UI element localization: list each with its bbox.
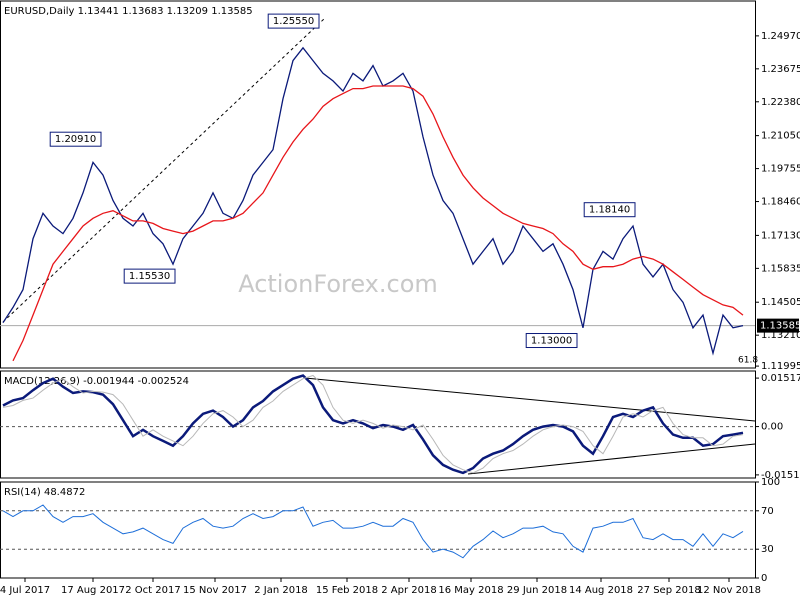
panel-frame — [0, 370, 756, 479]
annotation-label: 1.15530 — [129, 271, 170, 282]
x-tick-label: 27 Sep 2018 — [637, 585, 700, 596]
annotation-label: 1.20910 — [55, 134, 96, 145]
x-tick-label: 14 Aug 2018 — [569, 585, 633, 596]
macd-trend-line — [467, 443, 756, 475]
series-line — [2, 374, 744, 475]
series-line — [2, 504, 744, 559]
x-tick-label: 2 Apr 2018 — [381, 585, 436, 596]
x-tick-label: 2 Oct 2017 — [125, 585, 180, 596]
y-tick-label: 0 — [761, 573, 767, 584]
y-tick-label: 100 — [761, 477, 780, 488]
panel-title: EURUSD,Daily 1.13441 1.13683 1.13209 1.1… — [4, 6, 253, 17]
y-tick-label: 30 — [761, 544, 774, 555]
last-price-label: 1.13585 — [760, 321, 800, 332]
y-tick-label: 1.22380 — [761, 97, 800, 108]
annotation-label: 1.25550 — [273, 16, 314, 27]
series-line — [12, 85, 744, 362]
annotation-label: 1.13000 — [531, 336, 572, 347]
y-tick-label: 1.14505 — [761, 297, 800, 308]
last-price-box — [757, 318, 799, 333]
watermark: ActionForex.com — [238, 270, 438, 298]
y-tick-label: 0.00 — [761, 422, 783, 433]
y-tick-label: 1.21050 — [761, 131, 800, 142]
x-tick-label: 15 Nov 2017 — [183, 585, 247, 596]
series-line — [2, 46, 744, 356]
series-line — [2, 374, 744, 474]
y-tick-label: 1.24970 — [761, 31, 800, 42]
y-tick-label: 1.17130 — [761, 230, 800, 241]
trend-line — [2, 17, 326, 323]
x-tick-label: 29 Jun 2018 — [507, 585, 567, 596]
y-tick-label: 70 — [761, 506, 774, 517]
annotation-box — [123, 268, 176, 284]
x-tick-label: 15 Feb 2018 — [316, 585, 378, 596]
y-tick-label: 1.15835 — [761, 263, 800, 274]
x-tick-label: 17 Aug 2017 — [61, 585, 125, 596]
y-tick-label: 1.11995 — [761, 361, 800, 372]
panel-title: MACD(12,26,9) -0.001944 -0.002524 — [4, 376, 189, 387]
x-tick-label: 2 Jan 2018 — [254, 585, 308, 596]
panel-frame — [0, 0, 756, 369]
y-tick-label: 1.18460 — [761, 197, 800, 208]
annotation-box — [267, 13, 320, 29]
y-tick-label: 1.13210 — [761, 330, 800, 341]
panel-frame — [0, 481, 756, 579]
panel-title: RSI(14) 48.4872 — [4, 487, 85, 498]
annotation-box — [49, 131, 102, 147]
fibo-label: 61.8 — [738, 356, 758, 366]
y-tick-label: -0.015126 — [761, 470, 800, 481]
annotation-box — [525, 333, 578, 349]
y-tick-label: 0.015178 — [761, 373, 800, 384]
y-tick-label: 1.23675 — [761, 64, 800, 75]
x-tick-label: 4 Jul 2017 — [0, 585, 50, 596]
y-tick-label: 1.19755 — [761, 164, 800, 175]
x-tick-label: 12 Nov 2018 — [697, 585, 761, 596]
annotation-box — [583, 202, 636, 218]
annotation-label: 1.18140 — [589, 205, 630, 216]
x-tick-label: 16 May 2018 — [438, 585, 503, 596]
macd-trend-line — [304, 377, 756, 422]
